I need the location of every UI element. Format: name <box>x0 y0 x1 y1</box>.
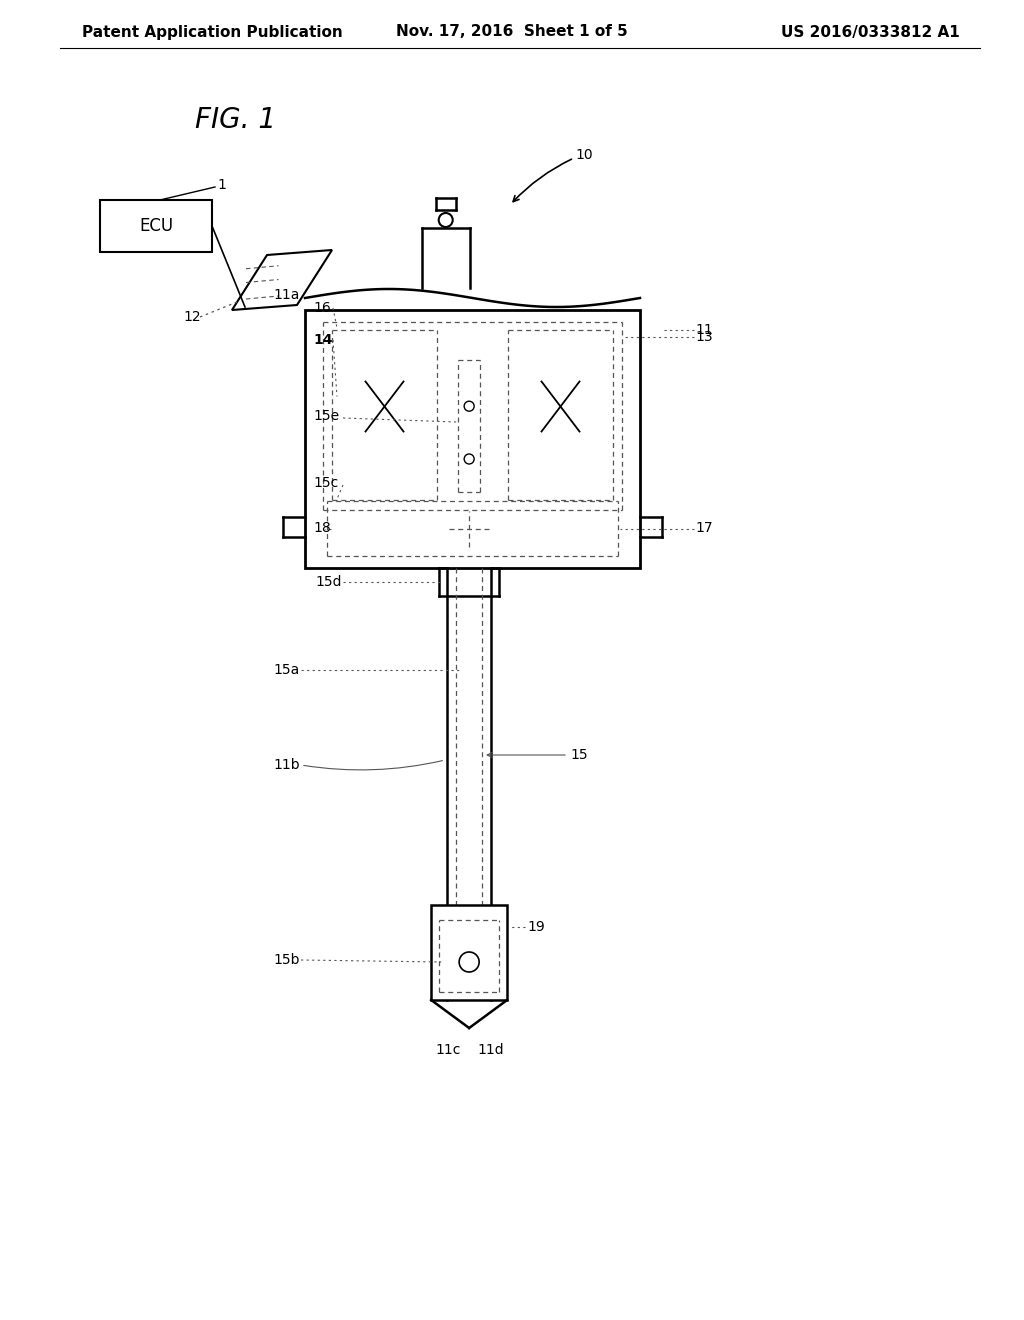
Bar <box>431 906 507 1001</box>
Text: 15e: 15e <box>313 409 339 422</box>
Text: 15: 15 <box>570 748 588 762</box>
Text: 12: 12 <box>183 310 201 323</box>
Text: US 2016/0333812 A1: US 2016/0333812 A1 <box>781 25 961 40</box>
Text: 11a: 11a <box>273 288 300 302</box>
Text: 14: 14 <box>313 333 333 347</box>
Text: ECU: ECU <box>139 216 173 235</box>
Text: 10: 10 <box>575 148 593 162</box>
Text: 13: 13 <box>695 330 713 345</box>
Bar <box>305 310 640 568</box>
Text: 15c: 15c <box>313 477 338 490</box>
Text: Nov. 17, 2016  Sheet 1 of 5: Nov. 17, 2016 Sheet 1 of 5 <box>396 25 628 40</box>
Text: 18: 18 <box>313 521 331 536</box>
Text: FIG. 1: FIG. 1 <box>195 106 276 135</box>
Text: 17: 17 <box>695 521 713 536</box>
Text: 15b: 15b <box>273 953 300 968</box>
Text: 15d: 15d <box>315 576 341 589</box>
Text: Patent Application Publication: Patent Application Publication <box>82 25 343 40</box>
Text: 15a: 15a <box>273 663 300 677</box>
Bar <box>464 414 474 442</box>
Circle shape <box>438 213 453 227</box>
Text: 11b: 11b <box>273 758 300 772</box>
Bar <box>421 516 441 540</box>
Text: 11: 11 <box>695 323 713 337</box>
Text: 16: 16 <box>313 301 331 315</box>
Polygon shape <box>232 249 332 310</box>
Text: 11d: 11d <box>477 1043 504 1057</box>
Circle shape <box>464 454 474 465</box>
Bar <box>497 516 517 540</box>
Circle shape <box>464 401 474 412</box>
Circle shape <box>459 952 479 972</box>
Bar <box>100 201 212 252</box>
Text: 11c: 11c <box>436 1043 461 1057</box>
Text: 19: 19 <box>527 920 545 935</box>
Text: 1: 1 <box>217 178 226 191</box>
